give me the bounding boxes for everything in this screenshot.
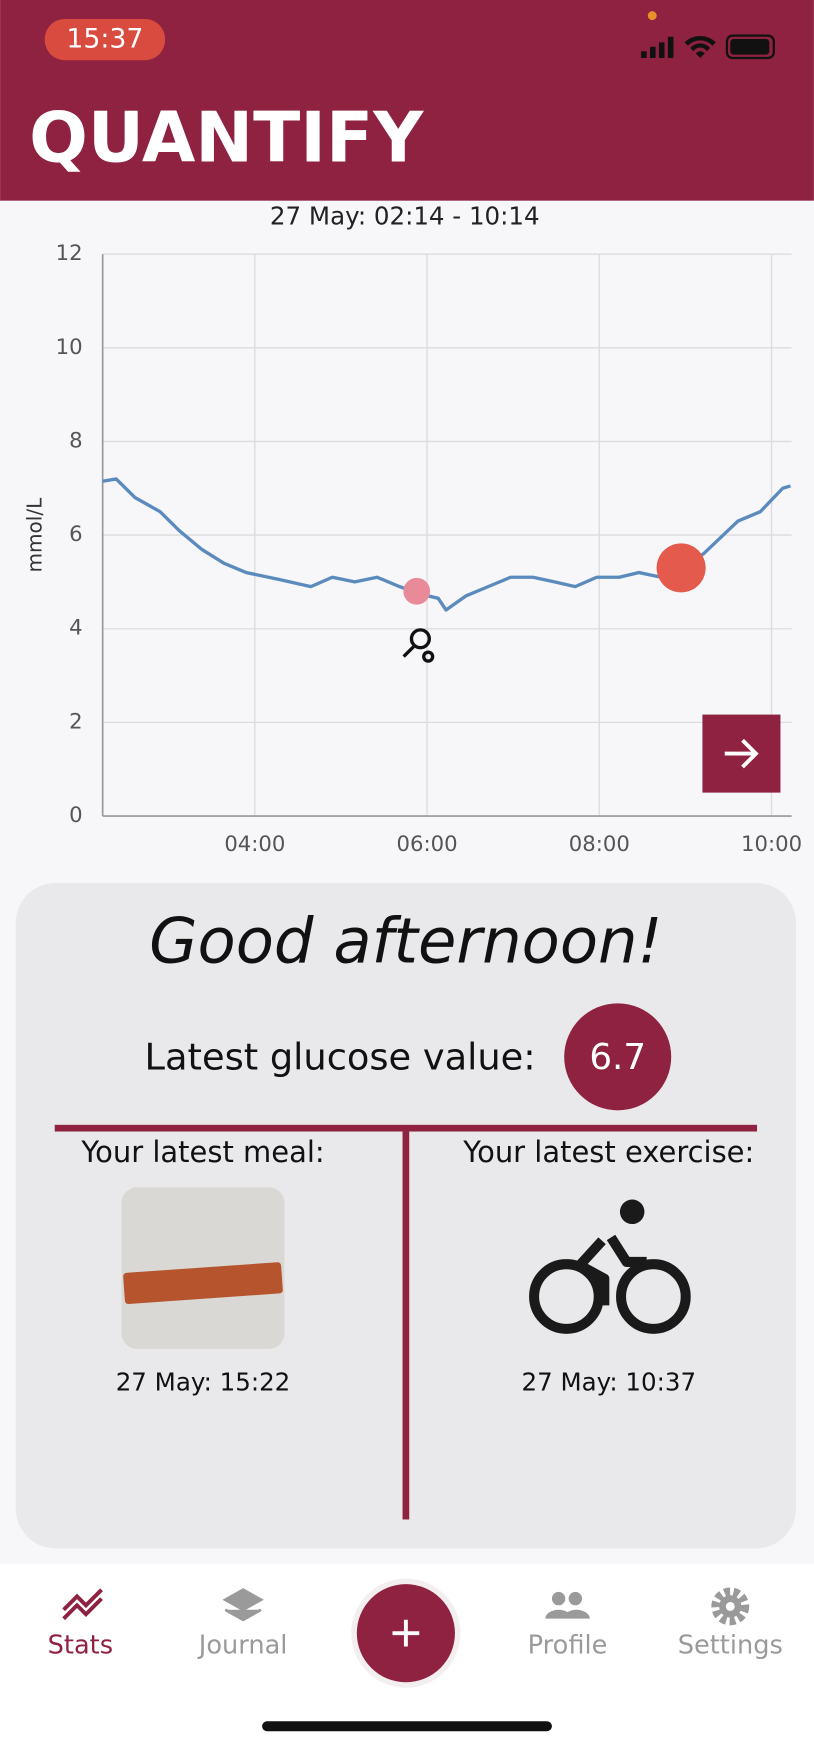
tab-label[interactable]: Stats xyxy=(48,1631,113,1661)
privacy-dot xyxy=(647,11,657,21)
stats-icon xyxy=(62,1588,103,1621)
tab-label[interactable]: Settings xyxy=(678,1631,783,1661)
status-time: 15:37 xyxy=(66,24,143,55)
glucose-label: Latest glucose value: xyxy=(145,1036,536,1079)
event-marker xyxy=(403,577,431,605)
time-pill xyxy=(44,18,166,61)
greeting: Good afternoon! xyxy=(149,904,662,977)
exercise-label: Your latest exercise: xyxy=(462,1135,754,1169)
journal-icon xyxy=(222,1588,264,1622)
y-tick-label: 6 xyxy=(69,521,82,546)
profile-icon xyxy=(545,1591,590,1619)
y-tick-label: 0 xyxy=(69,802,82,827)
y-axis-label: mmol/L xyxy=(22,497,46,573)
y-tick-label: 10 xyxy=(56,334,83,359)
glucose-badge xyxy=(564,1003,672,1111)
tab-label[interactable]: Profile xyxy=(528,1631,608,1661)
meal-photo-item xyxy=(123,1262,283,1304)
y-tick-label: 12 xyxy=(56,240,83,265)
y-tick-label: 8 xyxy=(69,427,82,452)
tab-label[interactable]: Journal xyxy=(197,1631,288,1661)
chart: 0 2 4 6 8 10 12 04:00 06:00 08:00 10:00 xyxy=(56,240,802,856)
y-tick-label: 2 xyxy=(69,708,82,733)
y-tick-label: 4 xyxy=(69,615,82,640)
status-icons xyxy=(641,34,775,60)
meal-label: Your latest meal: xyxy=(80,1135,324,1169)
exercise-marker-icon xyxy=(402,628,435,663)
bike-icon xyxy=(529,1199,691,1334)
x-tick-label: 08:00 xyxy=(569,831,630,856)
x-tick-label: 04:00 xyxy=(224,831,285,856)
event-marker xyxy=(656,543,706,593)
x-tick-label: 06:00 xyxy=(397,831,458,856)
x-tick-label: 10:00 xyxy=(741,831,802,856)
app-title: QUANTIFY xyxy=(29,99,424,179)
arrow-icon xyxy=(724,738,759,769)
glucose-value: 6.7 xyxy=(589,1037,646,1078)
exercise-time: 27 May: 10:37 xyxy=(521,1367,696,1396)
divider xyxy=(402,1131,410,1520)
settings-icon xyxy=(711,1587,750,1626)
meal-time: 27 May: 15:22 xyxy=(116,1367,291,1396)
tabs: Stats Journal Profile Settings xyxy=(48,1631,783,1661)
home-indicator xyxy=(262,1721,552,1732)
chart-title: 27 May: 02:14 - 10:14 xyxy=(270,201,540,230)
divider xyxy=(54,1124,758,1132)
plus-icon xyxy=(392,1619,420,1647)
